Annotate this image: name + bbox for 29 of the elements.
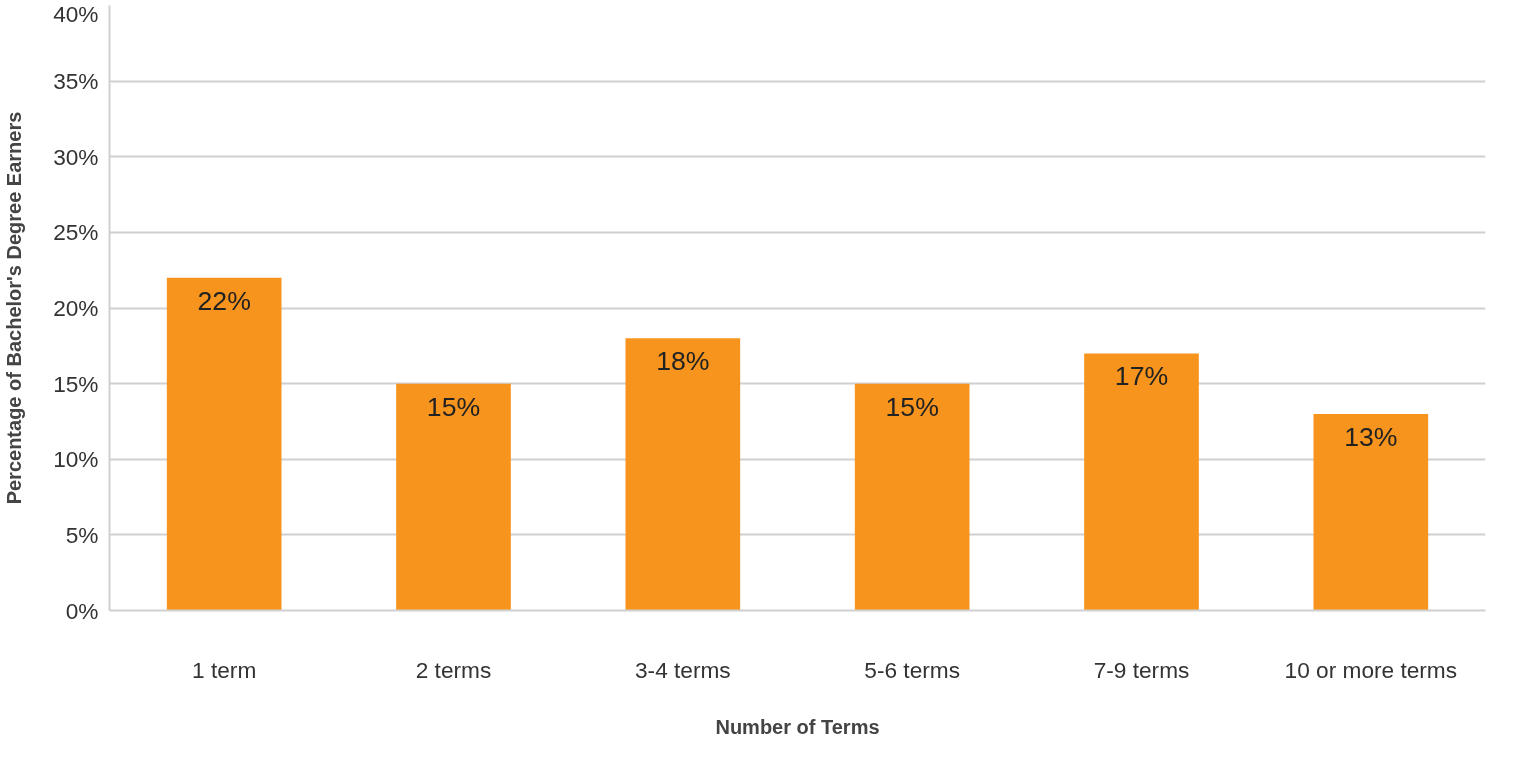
bar	[625, 338, 741, 611]
y-tick-label: 20%	[53, 295, 99, 321]
data-label: 15%	[426, 391, 481, 422]
x-tick-label: 5-6 terms	[864, 656, 961, 683]
data-label: 17%	[1114, 361, 1169, 392]
y-tick-label: 10%	[53, 446, 99, 473]
y-tick-label: 25%	[53, 219, 99, 246]
y-axis-title: Percentage of Bachelor's Degree Earners	[3, 111, 26, 505]
data-label: 22%	[197, 285, 251, 316]
x-tick-label: 2 terms	[415, 656, 492, 683]
y-tick-label: 35%	[53, 68, 99, 95]
bar	[854, 383, 970, 611]
x-tick-label: 3-4 terms	[634, 656, 731, 683]
bar	[396, 383, 511, 611]
data-label: 15%	[885, 391, 939, 422]
x-tick-label: 1 term	[192, 656, 257, 683]
y-tick-label: 5%	[65, 521, 99, 548]
bar	[166, 277, 282, 611]
y-tick-label: 40%	[53, 0, 99, 27]
y-tick-label: 0%	[65, 597, 99, 624]
data-label: 18%	[656, 346, 710, 377]
x-axis-title: Number of Terms	[715, 715, 880, 738]
x-tick-label: 7-9 terms	[1093, 656, 1190, 683]
y-tick-label: 30%	[53, 143, 99, 170]
data-label: 13%	[1344, 421, 1398, 452]
bar	[1313, 413, 1429, 611]
y-tick-label: 15%	[53, 370, 99, 397]
bar	[1084, 353, 1199, 611]
x-tick-label: 10 or more terms	[1284, 656, 1458, 683]
